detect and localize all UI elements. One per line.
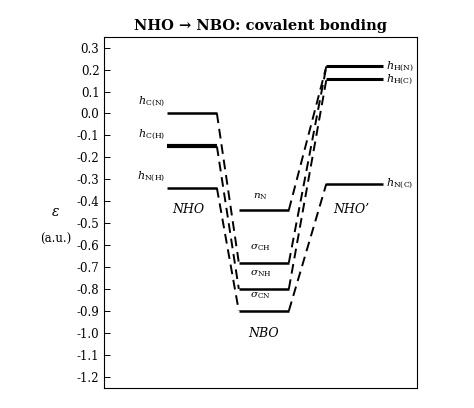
Text: $\sigma_{\mathrm{CN}}$: $\sigma_{\mathrm{CN}}$ xyxy=(250,290,271,301)
Text: $\sigma_{\mathrm{CH}}$: $\sigma_{\mathrm{CH}}$ xyxy=(250,242,271,253)
Text: $\epsilon$: $\epsilon$ xyxy=(51,205,60,219)
Text: $h_{\mathrm{H(N)}}$: $h_{\mathrm{H(N)}}$ xyxy=(386,59,414,74)
Text: $h_{\mathrm{N(H)}}$: $h_{\mathrm{N(H)}}$ xyxy=(137,169,165,184)
Text: NBO: NBO xyxy=(248,327,279,340)
Text: NHO: NHO xyxy=(173,203,205,216)
Text: $h_{\mathrm{H(C)}}$: $h_{\mathrm{H(C)}}$ xyxy=(386,72,413,87)
Text: $h_{\mathrm{N(C)}}$: $h_{\mathrm{N(C)}}$ xyxy=(386,176,413,191)
Text: $n_{\mathrm{N}}$: $n_{\mathrm{N}}$ xyxy=(253,192,268,202)
Text: (a.u.): (a.u.) xyxy=(40,233,72,246)
Text: $h_{\mathrm{C(N)}}$: $h_{\mathrm{C(N)}}$ xyxy=(138,94,165,109)
Text: $h_{\mathrm{C(H)}}$: $h_{\mathrm{C(H)}}$ xyxy=(138,127,165,142)
Title: NHO → NBO: covalent bonding: NHO → NBO: covalent bonding xyxy=(134,19,387,33)
Text: $\sigma_{\mathrm{NH}}$: $\sigma_{\mathrm{NH}}$ xyxy=(250,268,272,279)
Text: NHO’: NHO’ xyxy=(333,203,370,216)
